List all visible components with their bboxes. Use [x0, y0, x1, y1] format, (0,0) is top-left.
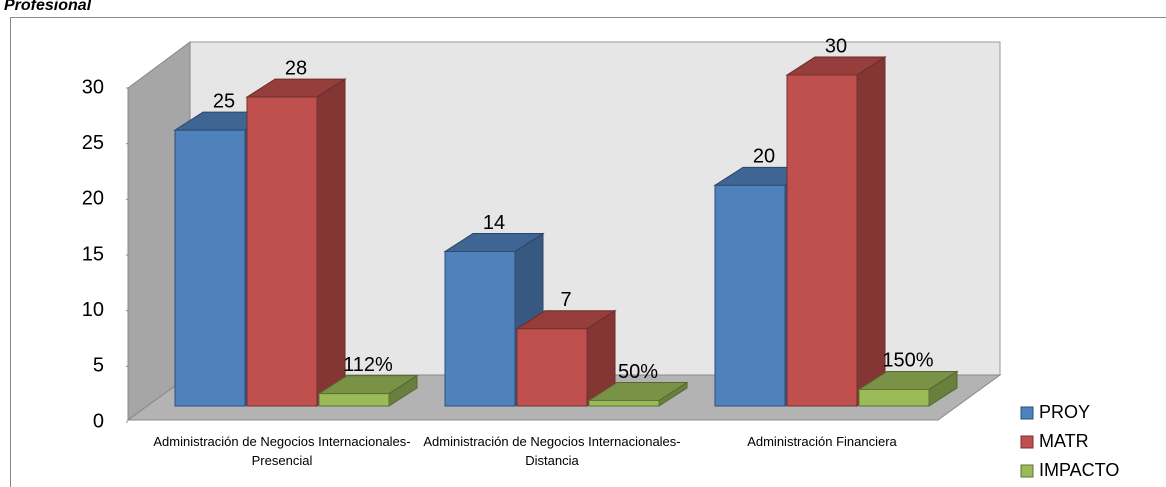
y-tick-label: 30	[82, 76, 104, 98]
data-label: 112%	[343, 354, 393, 376]
y-tick-label: 0	[93, 410, 104, 432]
y-tick-label: 15	[82, 243, 104, 265]
bar-side	[316, 78, 346, 407]
bar-front	[318, 393, 390, 407]
legend-swatch	[1020, 406, 1034, 420]
chart-title: Profesional	[4, 0, 92, 14]
bar	[785, 56, 887, 407]
bar-front	[516, 328, 588, 407]
bar-side	[856, 56, 886, 407]
data-label: 25	[213, 90, 235, 112]
x-tick-label: Administración de Negocios Internacional…	[153, 434, 411, 468]
bar	[245, 78, 347, 407]
bar	[515, 309, 617, 407]
y-tick-label: 10	[82, 299, 104, 321]
bar-front	[786, 74, 858, 407]
data-label: 14	[483, 212, 505, 234]
y-tick-label: 25	[82, 132, 104, 154]
x-tick-label: Administración de Negocios Internacional…	[423, 434, 681, 468]
y-tick-label: 20	[82, 188, 104, 210]
bar-front	[588, 399, 660, 407]
bar	[857, 370, 959, 407]
data-label: 7	[560, 289, 571, 311]
bar-front	[444, 251, 516, 407]
bar	[587, 381, 689, 407]
legend-label: MATR	[1039, 431, 1089, 451]
legend-label: PROY	[1039, 402, 1090, 422]
data-label: 28	[285, 57, 307, 79]
data-label: 50%	[618, 361, 658, 383]
y-tick-label: 5	[93, 355, 104, 377]
bar-front	[858, 388, 930, 407]
bar-front	[174, 129, 246, 407]
bar	[317, 374, 419, 407]
bar-front	[714, 184, 786, 407]
legend-swatch	[1020, 464, 1034, 478]
data-label: 20	[753, 146, 775, 168]
bar-front	[246, 96, 318, 407]
data-label: 150%	[882, 350, 933, 372]
data-label: 30	[825, 35, 847, 57]
x-tick-label: Administración Financiera	[747, 434, 897, 449]
legend-swatch	[1020, 435, 1034, 449]
legend-label: IMPACTO	[1039, 460, 1119, 480]
